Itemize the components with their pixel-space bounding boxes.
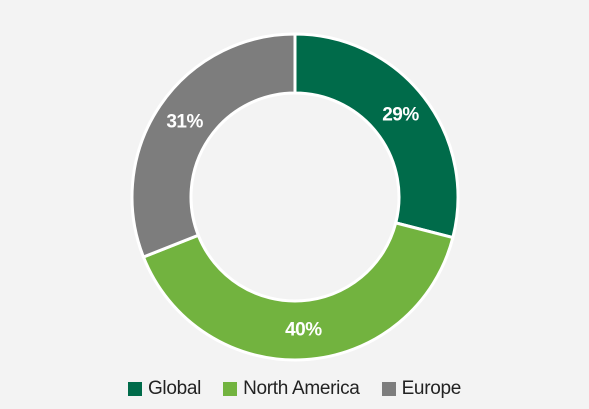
- legend-swatch-europe: [381, 382, 396, 396]
- legend-swatch-north-america: [223, 382, 238, 396]
- legend-label-europe: Europe: [401, 378, 462, 399]
- legend-swatch-global: [127, 382, 142, 396]
- donut-slice-global: [293, 32, 460, 240]
- slice-label-europe: 31%: [166, 111, 203, 132]
- donut-slice-north-america: [141, 221, 455, 362]
- legend-label-global: Global: [147, 378, 202, 399]
- legend-item-global: Global: [127, 378, 202, 400]
- donut-slice-europe: [130, 32, 297, 259]
- legend-label-north-america: North America: [243, 378, 360, 399]
- donut-chart: 29% 40% 31%: [130, 32, 460, 362]
- legend-item-north-america: North America: [223, 378, 360, 400]
- chart-legend: Global North America Europe: [0, 375, 589, 403]
- slice-label-global: 29%: [382, 105, 419, 126]
- slice-label-north-america: 40%: [285, 320, 322, 341]
- legend-item-europe: Europe: [381, 378, 462, 400]
